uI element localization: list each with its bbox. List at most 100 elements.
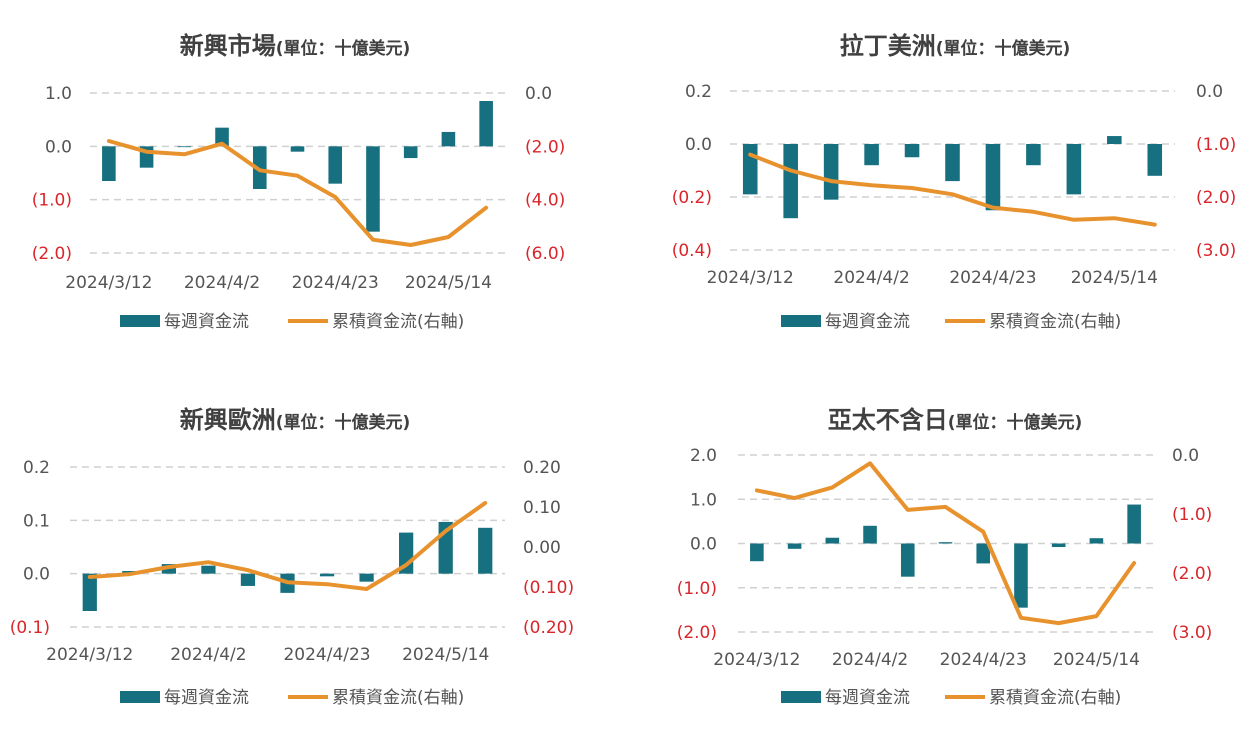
bar [864,144,879,166]
y-left-tick-label: 0.0 [23,565,50,585]
legend-bar-label: 每週資金流 [825,312,910,332]
bar [945,144,960,182]
y-right-tick-label: (3.0) [1196,241,1236,261]
y-right-tick-label: (6.0) [525,244,565,264]
y-right-tick-label: (1.0) [1172,505,1212,525]
legend-bar-label: 每週資金流 [164,312,249,332]
x-tick-label: 2024/4/23 [292,273,379,293]
x-tick-label: 2024/4/23 [949,268,1036,288]
legend-bar-label: 每週資金流 [164,688,249,708]
y-left-tick-label: 2.0 [690,446,717,466]
y-right-tick-label: 0.20 [523,458,561,478]
bar [366,146,380,232]
bar [479,101,493,147]
bar [319,573,335,577]
y-left-tick-label: 0.2 [23,458,50,478]
chart-title-unit: (單位：十億美元) [936,38,1071,59]
cumulative-line [106,139,489,247]
y-left-tick-label: (2.0) [677,623,717,643]
y-left-tick-label: (1.0) [32,191,72,211]
chart-title-main: 新興市場 [180,32,276,60]
y-left-tick-label: 0.0 [685,135,712,155]
bar [201,565,216,574]
x-tick-label: 2024/3/12 [65,273,152,293]
bar [900,543,915,577]
chart-title: 新興市場(單位：十億美元) [180,32,411,60]
chart-panel-1: 新興市場(單位：十億美元) 1.0 0.0 (1.0) (2.0) 0.0 (2.0) (4.… [32,32,566,332]
y-right-tick-label: (3.0) [1172,623,1212,643]
chart-title-unit: (單位：十億美元) [948,412,1083,433]
bar [1051,543,1066,548]
chart-title-main: 新興歐洲 [180,406,276,434]
y-right-tick-label: 0.0 [1196,82,1223,102]
y-right-tick-label: (2.0) [1172,564,1212,584]
x-tick-label: 2024/5/14 [402,645,489,665]
y-left-tick-label: 0.2 [685,82,712,102]
bar [1014,543,1028,608]
y-right-tick-label: 0.00 [523,538,561,558]
cumulative-line [748,152,1157,227]
y-left-tick-label: (1.0) [677,579,717,599]
y-right-tick-label: (4.0) [525,191,565,211]
y-right-tick-label: (2.0) [1196,188,1236,208]
bar [328,146,343,184]
bar [938,542,953,544]
chart-panel-4: 亞太不含日(單位：十億美元) 2.0 1.0 0.0 (1.0) (2.0) 0.0 (1.0… [677,406,1213,708]
chart-title-unit: (單位：十億美元) [276,412,411,433]
bar [1107,136,1122,144]
bar [825,537,840,544]
chart-title-unit: (單位：十億美元) [276,38,411,59]
x-tick-label: 2024/4/23 [283,645,370,665]
y-left-tick-label: (2.0) [32,244,72,264]
y-right-tick-label: (0.20) [523,618,574,638]
legend-bar-swatch [781,315,821,327]
bar [1066,144,1082,195]
legend-bar-swatch [781,691,821,703]
bar [441,131,456,147]
legend-bar-label: 每週資金流 [825,688,910,708]
cumulative-line [87,501,488,591]
y-right-tick-label: (2.0) [525,137,565,157]
y-left-tick-label: (0.1) [10,618,50,638]
y-left-tick-label: 1.0 [45,84,72,104]
y-left-tick-label: (0.4) [672,241,712,261]
bar [863,525,877,544]
bar [742,144,758,195]
y-left-tick-label: 0.1 [23,511,50,531]
chart-title-main: 拉丁美洲 [840,32,936,60]
bar [215,127,229,147]
x-tick-label: 2024/4/2 [832,650,908,670]
y-right-tick-label: 0.10 [523,498,561,518]
cumulative-line [754,461,1137,626]
legend-line-label: 累積資金流(右軸) [332,312,464,332]
x-tick-label: 2024/4/23 [940,650,1027,670]
bar [976,543,991,564]
bar [1026,144,1041,166]
y-right-tick-label: 0.0 [525,84,552,104]
bar [1089,538,1104,544]
bar [290,146,305,152]
bar [240,573,256,586]
chart-title: 新興歐洲(單位：十億美元) [180,406,411,434]
x-tick-label: 2024/4/2 [184,273,260,293]
y-right-tick-label: (0.10) [523,578,574,598]
legend-bar-swatch [120,315,160,327]
y-left-tick-label: 0.0 [45,137,72,157]
y-right-tick-label: (1.0) [1196,135,1236,155]
bar [750,543,764,562]
chart-title: 亞太不含日(單位：十億美元) [828,406,1083,434]
chart-panel-2: 拉丁美洲(單位：十億美元) 0.2 0.0 (0.2) (0.4) 0.0 (1.0) (2.… [672,32,1237,332]
x-tick-label: 2024/4/2 [170,645,246,665]
bar [783,144,798,219]
x-tick-label: 2024/3/12 [46,645,133,665]
bar [1147,144,1163,176]
x-tick-label: 2024/3/12 [713,650,800,670]
chart-panel-3: 新興歐洲(單位：十億美元) 0.2 0.1 0.0 (0.1) 0.20 0.10 0.00 (… [10,406,574,708]
y-left-tick-label: 1.0 [690,490,717,510]
bar [403,146,418,159]
bar [252,146,267,189]
legend-line-label: 累積資金流(右軸) [332,688,464,708]
bar [787,543,802,549]
